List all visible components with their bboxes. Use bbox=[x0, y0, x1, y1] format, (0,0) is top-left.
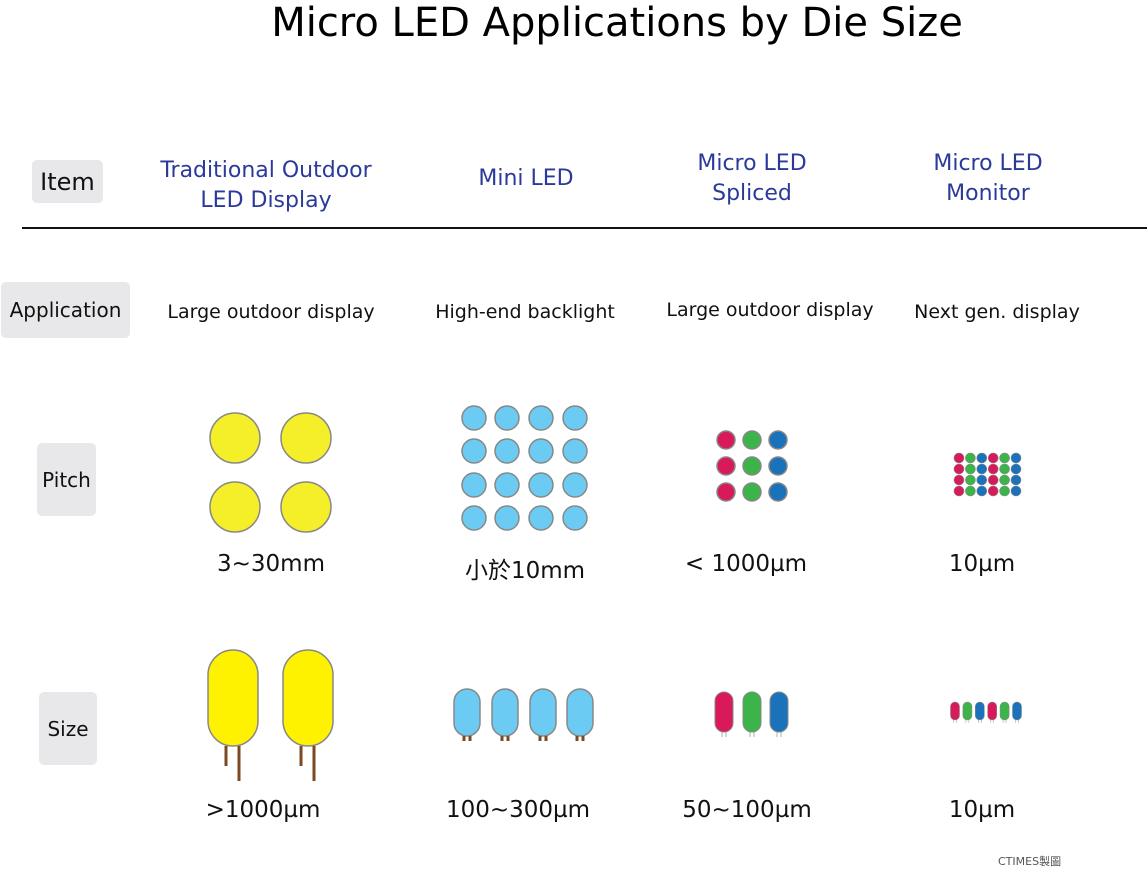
pitch-dot-micro-monitor bbox=[1010, 452, 1022, 464]
application-micro-monitor: Next gen. display bbox=[914, 301, 1080, 323]
pitch-dot-micro-monitor bbox=[965, 474, 976, 486]
pitch-dot-mini-led bbox=[461, 472, 487, 498]
size-micro-monitor: 10µm bbox=[948, 797, 1016, 823]
pitch-dot-mini-led bbox=[494, 472, 520, 498]
page-title: Micro LED Applications by Die Size bbox=[271, 0, 963, 46]
pitch-micro-spliced: < 1000µm bbox=[684, 551, 808, 577]
pitch-dot-micro-monitor bbox=[1010, 463, 1022, 475]
pitch-dot-mini-led bbox=[528, 472, 554, 498]
pitch-mini-led: 小於10mm bbox=[464, 558, 586, 584]
pitch-dot-micro-spliced bbox=[716, 482, 736, 502]
size-led-traditional bbox=[282, 649, 334, 747]
pitch-dot-micro-spliced bbox=[742, 482, 762, 502]
application-micro-spliced: Large outdoor display bbox=[666, 299, 874, 321]
pitch-dot-micro-monitor bbox=[999, 463, 1010, 475]
size-led-micro-monitor bbox=[962, 701, 973, 721]
pitch-dot-micro-monitor bbox=[976, 463, 988, 475]
pitch-dot-micro-monitor bbox=[1010, 485, 1022, 497]
row-label-pitch: Pitch bbox=[37, 443, 96, 516]
pitch-dot-traditional bbox=[280, 481, 332, 533]
pitch-dot-micro-monitor bbox=[953, 474, 965, 486]
size-traditional: >1000µm bbox=[205, 797, 321, 823]
pitch-dot-micro-monitor bbox=[1010, 474, 1022, 486]
pitch-dot-micro-monitor bbox=[953, 452, 965, 464]
pitch-dot-mini-led bbox=[562, 505, 588, 531]
pitch-dot-micro-monitor bbox=[999, 474, 1010, 486]
pitch-dot-micro-monitor bbox=[965, 463, 976, 475]
pitch-dot-micro-spliced bbox=[742, 456, 762, 476]
pitch-micro-monitor: 10µm bbox=[948, 551, 1016, 577]
size-led-micro-monitor bbox=[974, 701, 985, 721]
pitch-dot-mini-led bbox=[461, 405, 487, 431]
pitch-dot-micro-monitor bbox=[965, 485, 976, 497]
pitch-dot-mini-led bbox=[528, 438, 554, 464]
pitch-dot-micro-spliced bbox=[716, 430, 736, 450]
size-led-micro-spliced bbox=[714, 691, 734, 733]
pitch-dot-micro-spliced bbox=[716, 456, 736, 476]
pitch-dot-traditional bbox=[209, 412, 261, 464]
pitch-traditional: 3~30mm bbox=[217, 551, 325, 577]
pitch-dot-mini-led bbox=[528, 505, 554, 531]
pitch-dot-micro-spliced bbox=[768, 456, 788, 476]
application-mini-led: High-end backlight bbox=[435, 301, 615, 323]
pitch-dot-traditional bbox=[280, 412, 332, 464]
pitch-dot-micro-monitor bbox=[976, 452, 988, 464]
pitch-dot-micro-monitor bbox=[976, 474, 988, 486]
size-led-micro-monitor bbox=[987, 701, 998, 721]
pitch-dot-micro-monitor bbox=[987, 463, 999, 475]
row-label-size: Size bbox=[39, 692, 97, 765]
size-led-mini-led bbox=[529, 688, 557, 737]
size-led-mini-led bbox=[566, 688, 594, 737]
size-led-mini-led bbox=[453, 688, 481, 737]
size-led-traditional bbox=[207, 649, 259, 747]
pitch-dot-micro-monitor bbox=[987, 452, 999, 464]
pitch-dot-micro-monitor bbox=[976, 485, 988, 497]
pitch-dot-mini-led bbox=[494, 438, 520, 464]
pitch-dot-micro-spliced bbox=[768, 482, 788, 502]
size-led-micro-spliced bbox=[769, 691, 789, 733]
pitch-dot-micro-monitor bbox=[999, 452, 1010, 464]
size-micro-spliced: 50~100µm bbox=[682, 797, 812, 823]
pitch-dot-mini-led bbox=[562, 472, 588, 498]
row-label-item: Item bbox=[32, 160, 103, 203]
header-divider bbox=[22, 227, 1147, 229]
pitch-dot-mini-led bbox=[461, 438, 487, 464]
column-header-mini-led: Mini LED bbox=[478, 166, 574, 191]
size-mini-led: 100~300µm bbox=[445, 797, 591, 823]
column-header-micro-spliced: Micro LED Spliced bbox=[697, 151, 807, 206]
size-led-micro-monitor bbox=[1012, 701, 1022, 721]
column-header-micro-monitor: Micro LED Monitor bbox=[933, 151, 1043, 206]
column-header-traditional: Traditional Outdoor LED Display bbox=[160, 158, 372, 213]
pitch-dot-mini-led bbox=[562, 405, 588, 431]
application-traditional: Large outdoor display bbox=[167, 301, 375, 323]
pitch-dot-traditional bbox=[209, 481, 261, 533]
pitch-dot-micro-monitor bbox=[953, 463, 965, 475]
pitch-dot-micro-monitor bbox=[999, 485, 1010, 497]
size-led-micro-monitor bbox=[950, 701, 960, 721]
credit-watermark: CTIMES製圖 bbox=[998, 855, 1062, 868]
pitch-dot-micro-monitor bbox=[987, 485, 999, 497]
pitch-dot-micro-spliced bbox=[742, 430, 762, 450]
pitch-dot-mini-led bbox=[494, 405, 520, 431]
pitch-dot-mini-led bbox=[528, 405, 554, 431]
size-led-mini-led bbox=[491, 688, 519, 737]
pitch-dot-mini-led bbox=[562, 438, 588, 464]
pitch-dot-micro-monitor bbox=[987, 474, 999, 486]
pitch-dot-mini-led bbox=[494, 505, 520, 531]
size-led-micro-monitor bbox=[999, 701, 1010, 721]
pitch-dot-micro-monitor bbox=[965, 452, 976, 464]
pitch-dot-micro-monitor bbox=[953, 485, 965, 497]
row-label-application: Application bbox=[1, 282, 130, 338]
pitch-dot-micro-spliced bbox=[768, 430, 788, 450]
size-led-micro-spliced bbox=[742, 691, 762, 733]
pitch-dot-mini-led bbox=[461, 505, 487, 531]
